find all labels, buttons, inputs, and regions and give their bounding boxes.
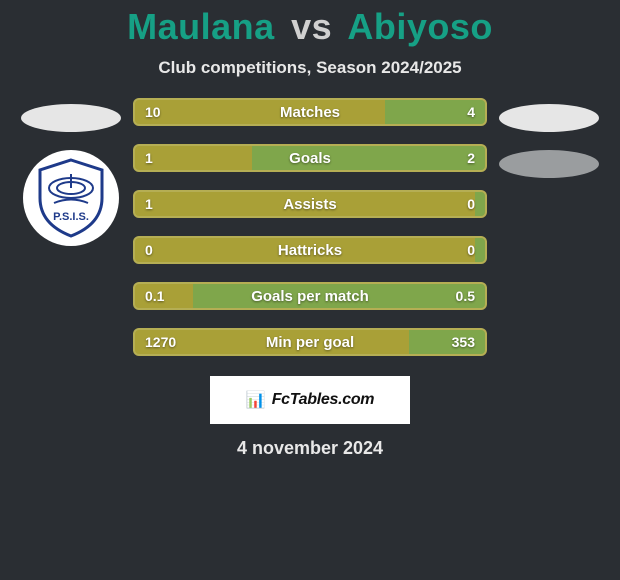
stat-left-value: 1270 [145, 330, 176, 354]
stat-bars: 104Matches12Goals10Assists00Hattricks0.1… [133, 98, 487, 356]
stat-bar-fill-right [475, 238, 486, 262]
player2-club-placeholder [499, 150, 599, 178]
fctables-logo-text: FcTables.com [272, 391, 375, 409]
brand-box: 📊 FcTables.com [210, 376, 410, 424]
stat-label: Hattricks [135, 238, 485, 262]
title-vs: vs [291, 6, 332, 47]
player1-photo-placeholder [21, 104, 121, 132]
club-name-text: P.S.I.S. [53, 211, 89, 223]
stat-left-value: 1 [145, 192, 153, 216]
stat-bar: 12Goals [133, 144, 487, 172]
stat-left-value: 1 [145, 146, 153, 170]
date: 4 november 2024 [0, 438, 620, 459]
title-player1: Maulana [127, 6, 275, 47]
stat-left-value: 0 [145, 238, 153, 262]
fctables-logo-icon: 📊 [246, 390, 266, 410]
stat-bar-fill-right [252, 146, 485, 170]
stat-bar-fill-right [385, 100, 485, 124]
psis-crest-icon: P.S.I.S. [36, 158, 106, 238]
main-row: P.S.I.S. 104Matches12Goals10Assists00Hat… [0, 98, 620, 356]
stat-bar: 104Matches [133, 98, 487, 126]
stat-bar: 00Hattricks [133, 236, 487, 264]
subtitle: Club competitions, Season 2024/2025 [0, 58, 620, 78]
stat-label: Assists [135, 192, 485, 216]
right-column [499, 98, 599, 178]
stat-left-value: 0.1 [145, 284, 164, 308]
comparison-card: Maulana vs Abiyoso Club competitions, Se… [0, 0, 620, 459]
stat-bar-fill-right [409, 330, 485, 354]
title: Maulana vs Abiyoso [0, 6, 620, 48]
left-column: P.S.I.S. [21, 98, 121, 246]
stat-left-value: 10 [145, 100, 161, 124]
stat-bar-fill-right [475, 192, 486, 216]
stat-bar: 0.10.5Goals per match [133, 282, 487, 310]
stat-bar: 10Assists [133, 190, 487, 218]
player2-photo-placeholder [499, 104, 599, 132]
stat-bar-fill-right [193, 284, 485, 308]
title-player2: Abiyoso [347, 6, 493, 47]
player1-club-badge: P.S.I.S. [23, 150, 119, 246]
stat-bar: 1270353Min per goal [133, 328, 487, 356]
